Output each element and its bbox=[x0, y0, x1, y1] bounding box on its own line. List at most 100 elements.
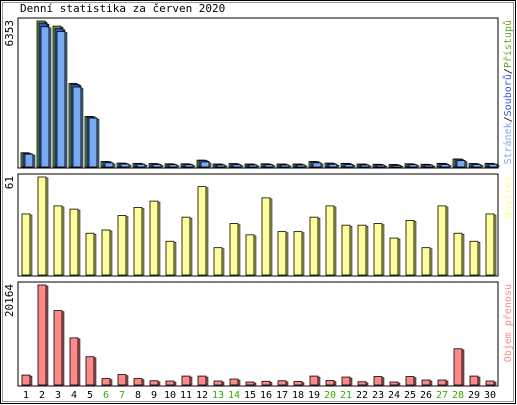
x-tick-label-7: 7 bbox=[119, 390, 125, 401]
bar-1-0-17 bbox=[277, 231, 287, 276]
bar-0-2-17 bbox=[280, 164, 290, 168]
bar-2-0-22 bbox=[357, 381, 367, 386]
bar-side-2-0-30 bbox=[493, 381, 497, 386]
bar-side-2-0-5 bbox=[93, 357, 97, 386]
inner-border bbox=[2, 2, 514, 402]
x-tick-label-11: 11 bbox=[180, 390, 192, 401]
bar-side-2-0-29 bbox=[477, 376, 481, 386]
bar-0-2-11 bbox=[184, 164, 194, 168]
bar-1-0-20 bbox=[325, 205, 335, 276]
legend-Objem přenosu: Objem přenosu bbox=[502, 284, 514, 362]
bar-2-0-25 bbox=[405, 376, 415, 386]
bar-side-0-2-19 bbox=[320, 163, 324, 168]
bar-side-2-0-27 bbox=[445, 380, 449, 386]
bar-2-0-6 bbox=[101, 378, 111, 386]
bar-side-2-0-3 bbox=[61, 311, 65, 386]
bar-side-2-0-13 bbox=[221, 381, 225, 386]
bar-side-0-2-29 bbox=[480, 165, 484, 168]
bar-side-1-0-21 bbox=[349, 225, 353, 276]
bar-side-1-0-19 bbox=[317, 217, 321, 276]
bar-side-0-2-14 bbox=[240, 165, 244, 168]
bar-side-2-0-11 bbox=[189, 376, 193, 386]
bar-1-0-16 bbox=[261, 197, 271, 276]
legend-Souborů: Souborů bbox=[502, 74, 514, 116]
legend-separator: / bbox=[503, 68, 514, 74]
bar-side-2-0-2 bbox=[45, 285, 49, 386]
bar-side-1-0-28 bbox=[461, 233, 465, 276]
bar-side-0-2-9 bbox=[160, 165, 164, 168]
bar-side-2-0-14 bbox=[237, 379, 241, 386]
bar-2-0-2 bbox=[37, 284, 47, 386]
legend-label: Objem přenosu bbox=[502, 284, 514, 362]
bar-2-0-27 bbox=[437, 379, 447, 386]
bar-0-2-4 bbox=[72, 86, 82, 168]
bar-side-1-0-23 bbox=[381, 224, 385, 276]
x-tick-label-18: 18 bbox=[292, 390, 304, 401]
bar-0-2-24 bbox=[392, 164, 402, 168]
bar-side-1-0-27 bbox=[445, 206, 449, 276]
bar-1-0-21 bbox=[341, 224, 351, 276]
bar-1-0-5 bbox=[85, 232, 95, 276]
x-tick-label-4: 4 bbox=[71, 390, 77, 401]
bar-side-2-0-18 bbox=[301, 382, 305, 386]
bar-1-0-4 bbox=[69, 208, 79, 276]
bar-2-0-3 bbox=[53, 310, 63, 386]
bar-1-0-12 bbox=[197, 186, 207, 276]
bar-2-0-19 bbox=[309, 375, 319, 386]
x-tick-label-26: 26 bbox=[420, 390, 432, 401]
bar-side-2-0-15 bbox=[253, 382, 257, 386]
bar-side-2-0-16 bbox=[269, 382, 273, 386]
bar-2-0-16 bbox=[261, 380, 271, 386]
bar-side-0-2-4 bbox=[80, 87, 84, 168]
x-tick-label-29: 29 bbox=[468, 390, 480, 401]
bar-side-1-0-24 bbox=[397, 238, 401, 276]
plot-area bbox=[17, 17, 499, 169]
x-tick-label-3: 3 bbox=[55, 390, 61, 401]
bar-side-0-2-27 bbox=[448, 165, 452, 168]
bar-side-0-2-5 bbox=[96, 118, 100, 168]
bar-side-0-2-7 bbox=[128, 164, 132, 168]
y-max-label: 20164 bbox=[3, 284, 16, 317]
bar-0-2-14 bbox=[232, 164, 242, 168]
bar-0-2-22 bbox=[360, 164, 370, 168]
bar-2-0-1 bbox=[21, 374, 31, 386]
legend-Stránek: Stránek bbox=[502, 122, 514, 164]
x-tick-label-1: 1 bbox=[23, 390, 29, 401]
bar-side-2-0-26 bbox=[429, 380, 433, 386]
bar-side-2-0-4 bbox=[77, 338, 81, 386]
bar-side-1-0-4 bbox=[77, 209, 81, 276]
plot-area bbox=[17, 281, 499, 387]
bar-side-0-2-17 bbox=[288, 165, 292, 168]
bar-side-1-0-7 bbox=[125, 216, 129, 276]
bar-1-0-23 bbox=[373, 223, 383, 276]
bar-1-0-15 bbox=[245, 234, 255, 276]
bar-1-0-7 bbox=[117, 215, 127, 276]
bar-0-2-20 bbox=[328, 163, 338, 168]
x-tick-label-27: 27 bbox=[436, 390, 448, 401]
bar-0-2-28 bbox=[456, 160, 466, 168]
bar-side-1-0-17 bbox=[285, 232, 289, 276]
x-tick-label-8: 8 bbox=[135, 390, 141, 401]
bar-side-0-2-22 bbox=[368, 165, 372, 168]
bar-side-0-2-13 bbox=[224, 165, 228, 168]
legend-Návštěv: Návštěv bbox=[502, 176, 514, 218]
x-tick-label-12: 12 bbox=[196, 390, 208, 401]
bar-side-0-2-28 bbox=[464, 161, 468, 168]
bar-side-0-2-20 bbox=[336, 164, 340, 168]
bar-side-2-0-7 bbox=[125, 375, 129, 386]
bar-1-0-6 bbox=[101, 229, 111, 276]
x-tick-label-25: 25 bbox=[404, 390, 416, 401]
bar-0-2-16 bbox=[264, 164, 274, 168]
legend-label: Návštěv bbox=[502, 176, 514, 218]
bar-0-2-9 bbox=[152, 164, 162, 168]
bar-2-0-28 bbox=[453, 348, 463, 386]
panel-traffic: 20164 Objem přenosu bbox=[3, 281, 514, 387]
bar-0-2-2 bbox=[40, 26, 50, 168]
bar-0-2-18 bbox=[296, 164, 306, 168]
y-max-label: 6353 bbox=[3, 20, 16, 47]
bar-side-2-0-12 bbox=[205, 376, 209, 386]
bar-2-0-10 bbox=[165, 380, 175, 386]
